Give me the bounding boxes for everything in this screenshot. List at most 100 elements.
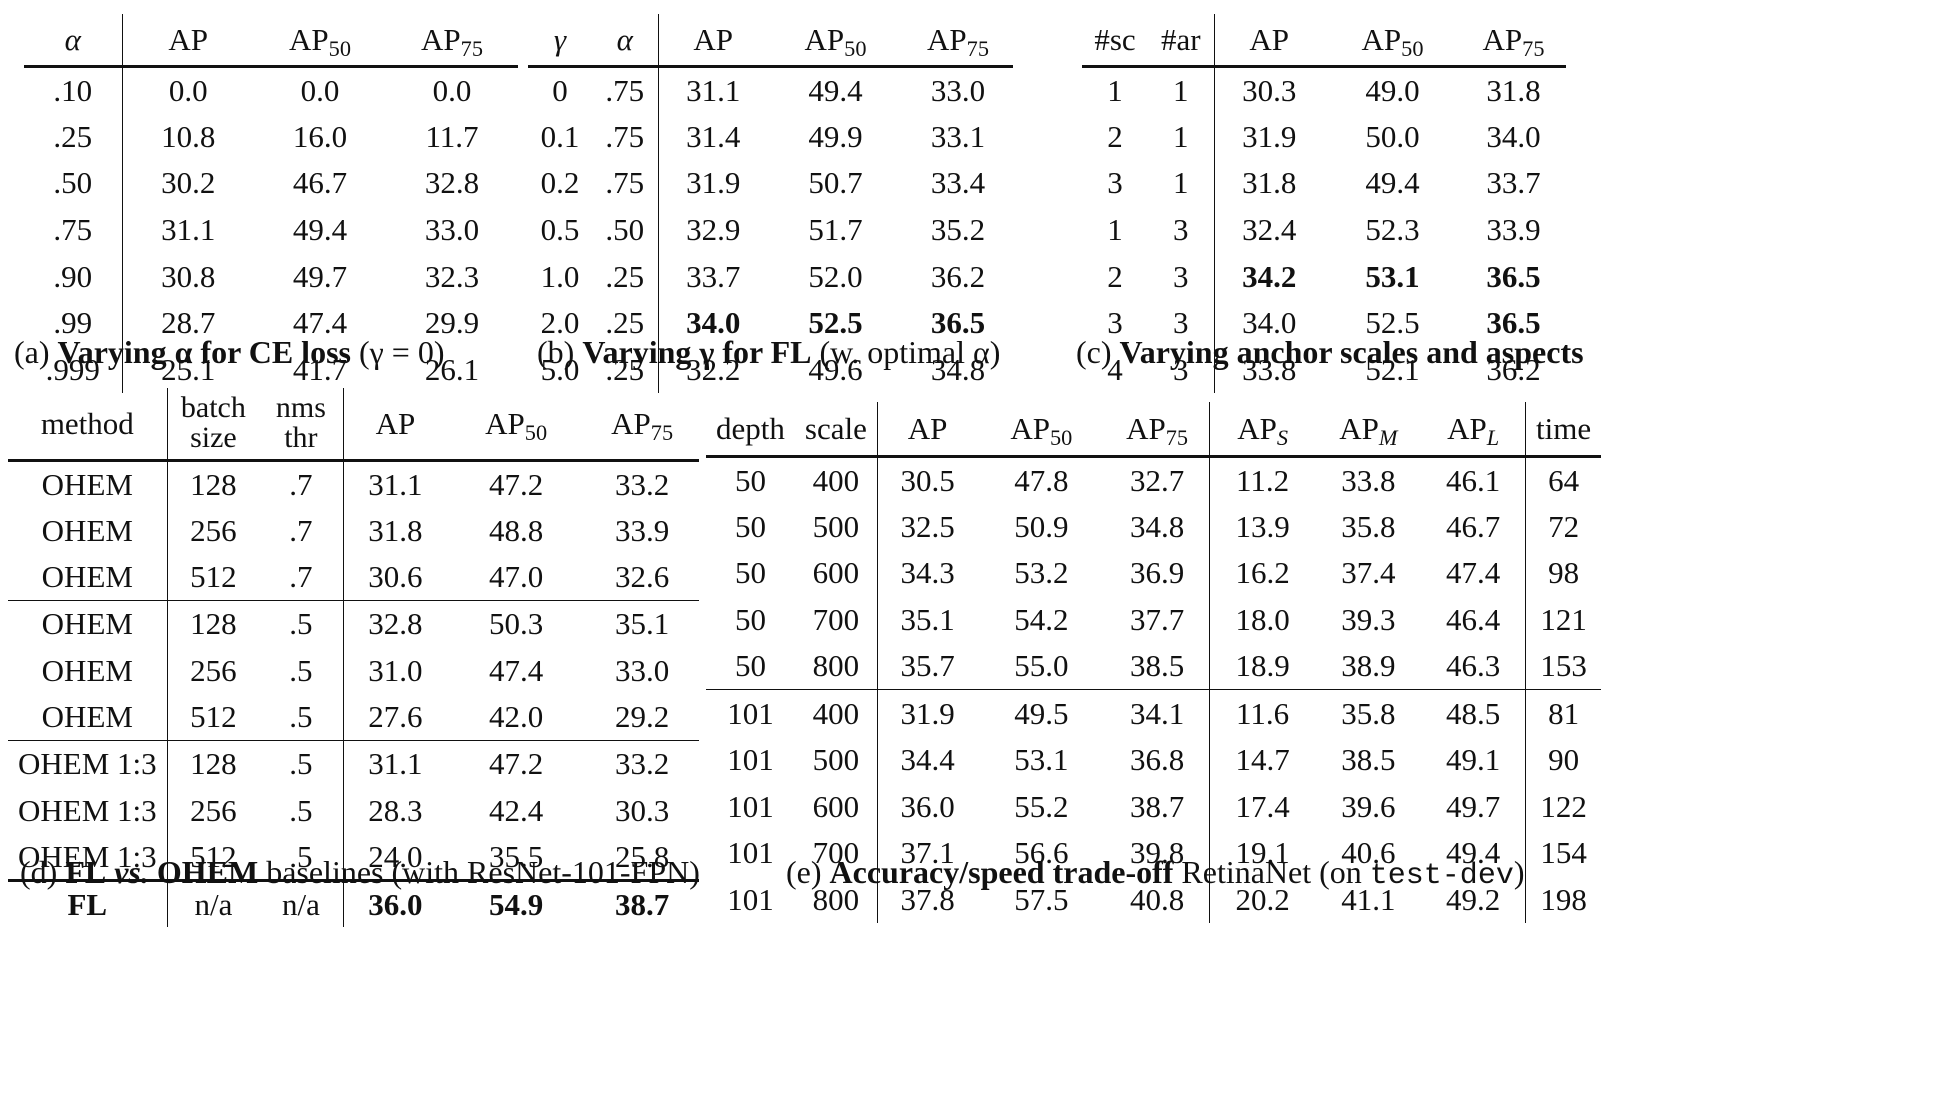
table-cell: 33.8 — [1341, 462, 1396, 498]
table-cell: 34.8 — [930, 351, 986, 387]
table-c-body: 1 1 30.3 49.0 31.8 2 1 31.9 50.0 34.0 3 1 31.8 49.4 33… — [1082, 66, 1566, 393]
table-row: 3 1 31.8 49.4 33.7 — [1082, 159, 1566, 207]
table-cell: 32.8 — [368, 606, 423, 642]
table-cell: 37.1 — [900, 835, 955, 871]
table-cell: 400 — [794, 689, 878, 737]
table-cell: 50.9 — [1014, 508, 1069, 544]
table-cell: 256 — [190, 512, 237, 548]
table-cell: 52.5 — [808, 305, 863, 341]
header-ap50: AP50 — [447, 388, 586, 462]
table-cell: 36.0 — [368, 886, 423, 922]
table-cell: 34.0 — [1486, 118, 1541, 154]
table-e-block: depth scale AP AP50 AP75 APS APM APL tim… — [706, 402, 1602, 923]
table-cell: 38.5 — [1341, 741, 1396, 777]
table-cell: 32.7 — [1105, 456, 1210, 503]
table-cell: 33.9 — [615, 512, 670, 548]
table-row: 2 3 34.2 53.1 36.5 — [1082, 252, 1566, 300]
table-cell: 39.6 — [1341, 788, 1396, 824]
table-row: .50 30.2 46.7 32.8 — [24, 159, 518, 207]
table-row: OHEM 128 .5 32.8 50.3 35.1 — [8, 600, 699, 647]
table-c: #sc #ar AP AP50 AP75 1 1 30.3 49.0 31.8 2 1 31.… — [1082, 14, 1566, 393]
table-cell: .25 — [592, 299, 659, 347]
table-cell: 512 — [167, 693, 260, 741]
table-cell: 1 — [1107, 72, 1123, 108]
table-cell: 33.1 — [930, 118, 986, 154]
table-cell: .75 — [592, 66, 659, 113]
table-cell: 36.2 — [930, 258, 986, 294]
table-cell: 600 — [794, 549, 878, 597]
table-cell: 1 — [1148, 159, 1215, 207]
table-a: α AP AP50 AP75 .10 0.0 0.0 0.0 .25 10.8 16.0 11… — [24, 14, 518, 393]
table-row: 101 800 37.8 57.5 40.8 20.2 41.1 49.2 198 — [706, 876, 1601, 923]
header-ap50: AP50 — [254, 14, 386, 68]
table-cell: 41.1 — [1341, 882, 1396, 918]
table-cell: 36.9 — [1105, 549, 1210, 597]
table-cell: 31.8 — [1486, 72, 1541, 108]
table-cell: 40.8 — [1105, 876, 1210, 923]
table-cell: 32.3 — [424, 258, 480, 294]
table-cell: 154 — [1540, 835, 1587, 871]
header-ar: #ar — [1148, 14, 1215, 68]
table-cell: 5.0 — [540, 351, 580, 387]
table-cell: 47.2 — [489, 466, 544, 502]
header-ap75: AP75 — [585, 388, 700, 462]
table-cell: .25 — [592, 346, 659, 393]
table-cell: 50.3 — [489, 606, 544, 642]
table-cell: 26.1 — [424, 351, 480, 387]
table-cell: 46.7 — [292, 165, 348, 201]
table-row: OHEM 512.5 27.6 42.0 29.2 — [8, 693, 700, 741]
header-ap-m: APM — [1315, 402, 1422, 458]
table-cell: 50 — [734, 462, 766, 498]
table-cell: 256 — [190, 792, 237, 828]
table-cell: 33.2 — [615, 746, 670, 782]
table-cell: 13.9 — [1235, 508, 1290, 544]
table-cell: 36.0 — [900, 788, 955, 824]
table-cell: 4 — [1107, 351, 1123, 387]
table-cell: 31.8 — [368, 512, 423, 548]
table-cell: 32.8 — [424, 165, 480, 201]
table-cell: 512 — [167, 553, 260, 601]
table-cell: 47.4 — [1421, 549, 1526, 597]
table-cell: 31.9 — [1242, 118, 1297, 154]
table-cell: 50.0 — [1365, 118, 1420, 154]
header-sc: #sc — [1082, 14, 1148, 68]
table-cell: OHEM 1:3 — [8, 740, 168, 787]
table-cell: 101 — [727, 695, 774, 731]
table-row: .99 28.7 47.4 29.9 — [24, 299, 518, 347]
table-cell: 34.8 — [1105, 502, 1210, 550]
header-ap50: AP50 — [977, 402, 1106, 458]
header-ap75: AP75 — [903, 14, 1013, 68]
table-cell: OHEM 1:3 — [8, 786, 168, 834]
caption-a: (a) Varying α for CE loss (γ = 0) — [14, 334, 445, 370]
header-gamma: γ — [528, 14, 592, 68]
table-cell: 34.3 — [900, 555, 955, 591]
table-cell: .75 — [24, 206, 123, 253]
table-cell: 52.1 — [1365, 351, 1420, 387]
header-ap: AP — [877, 402, 978, 458]
table-cell: 128 — [190, 606, 237, 642]
table-cell: 55.2 — [1014, 788, 1069, 824]
table-cell: 35.1 — [615, 606, 670, 642]
table-cell: 2 — [1107, 258, 1123, 294]
table-row: 1 1 30.3 49.0 31.8 — [1082, 66, 1566, 113]
table-cell: 37.8 — [900, 882, 955, 918]
table-cell: 400 — [794, 456, 878, 503]
table-cell: 49.2 — [1421, 876, 1526, 923]
table-cell: 42.0 — [447, 693, 586, 741]
caption-c: (c) Varying anchor scales and aspects — [1076, 334, 1584, 370]
header-ap-l: APL — [1421, 402, 1526, 458]
table-row: OHEM 128 .7 31.1 47.2 33.2 — [8, 460, 699, 507]
table-cell: 3 — [1107, 305, 1123, 341]
table-cell: 31.0 — [368, 652, 423, 688]
table-row: 0.2 .75 31.9 50.7 33.4 — [528, 159, 1013, 207]
table-cell: 32.2 — [686, 351, 741, 387]
table-cell: 72 — [1548, 508, 1580, 544]
table-cell: 500 — [794, 502, 878, 550]
table-cell: 3 — [1107, 165, 1123, 201]
table-row: .10 0.0 0.0 0.0 — [24, 66, 518, 113]
table-cell: 35.8 — [1341, 508, 1396, 544]
table-cell: 33.7 — [1486, 165, 1541, 201]
table-row: 50 800 35.7 55.0 38.5 18.9 38.9 46.3 153 — [706, 642, 1602, 690]
table-cell: 153 — [1525, 642, 1602, 690]
table-cell: 38.5 — [1105, 642, 1210, 690]
